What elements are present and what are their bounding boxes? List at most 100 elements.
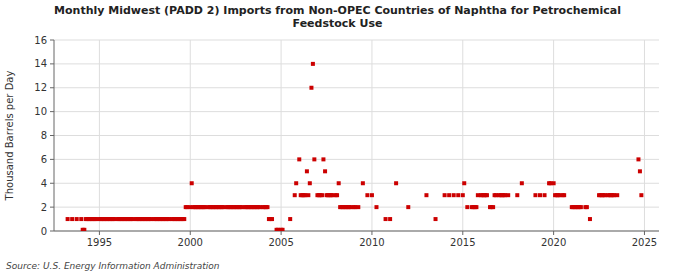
grid-line [54, 183, 659, 184]
point [452, 193, 456, 197]
point [356, 205, 360, 209]
point [308, 181, 312, 185]
tick [553, 231, 554, 235]
point [75, 217, 79, 221]
point [361, 181, 365, 185]
chart: Monthly Midwest (PADD 2) Imports from No… [0, 0, 675, 275]
grid-line [281, 40, 282, 231]
grid-line [190, 40, 191, 231]
point [288, 217, 292, 221]
tick-label: 4 [41, 178, 47, 189]
point [515, 193, 519, 197]
point [638, 169, 642, 173]
point [543, 193, 547, 197]
grid-line [54, 63, 659, 64]
point [538, 193, 542, 197]
tick-label: 2020 [541, 237, 566, 248]
tick [50, 231, 54, 232]
point [265, 205, 269, 209]
point [335, 193, 339, 197]
tick [50, 87, 54, 88]
point [456, 193, 460, 197]
point [639, 193, 643, 197]
point [79, 217, 83, 221]
title: Monthly Midwest (PADD 2) Imports from No… [54, 4, 621, 17]
point [374, 205, 378, 209]
tick [50, 40, 54, 41]
point [434, 217, 438, 221]
point [394, 181, 398, 185]
tick [462, 231, 463, 235]
tick-label: 14 [34, 58, 47, 69]
tick [50, 135, 54, 136]
tick [371, 231, 372, 235]
point [293, 193, 297, 197]
point [585, 205, 589, 209]
tick [50, 207, 54, 208]
grid-line [99, 40, 100, 231]
point [305, 169, 309, 173]
point [615, 193, 619, 197]
grid-line [553, 40, 554, 231]
grid [54, 40, 659, 231]
points [66, 62, 644, 231]
point [190, 181, 194, 185]
point [312, 157, 316, 161]
tick-label: 2015 [450, 237, 475, 248]
point [636, 157, 640, 161]
x-axis-line [54, 231, 659, 232]
point [321, 157, 325, 161]
tick [50, 159, 54, 160]
tick-label: 8 [41, 130, 47, 141]
point [281, 228, 285, 231]
grid-line [54, 87, 659, 88]
point [424, 193, 428, 197]
tick-label: 10 [34, 106, 47, 117]
tick-label: 6 [41, 154, 47, 165]
point [552, 181, 556, 185]
tick-label: 2000 [178, 237, 203, 248]
point [384, 217, 388, 221]
tick-label: 16 [34, 35, 47, 46]
tick-label: 2 [41, 202, 47, 213]
point [82, 228, 86, 231]
grid-line [54, 135, 659, 136]
point [70, 217, 74, 221]
point [320, 193, 324, 197]
point [465, 205, 469, 209]
source-note: Source: U.S. Energy Information Administ… [6, 261, 220, 271]
point [562, 193, 566, 197]
point [485, 193, 489, 197]
point [533, 193, 537, 197]
point [447, 193, 451, 197]
tick-label: 0 [41, 226, 47, 237]
tick-label: 12 [34, 82, 47, 93]
point [311, 62, 315, 66]
point [370, 193, 374, 197]
tick-label: 2025 [632, 237, 657, 248]
point [365, 193, 369, 197]
y-axis-line [54, 40, 55, 231]
grid-line [54, 40, 659, 41]
point [388, 217, 392, 221]
point [506, 193, 510, 197]
y-axis-label: Thousand Barrels per Day [4, 71, 15, 202]
tick [644, 231, 645, 235]
grid-line [644, 40, 645, 231]
point [66, 217, 70, 221]
point [520, 181, 524, 185]
point [294, 181, 298, 185]
point [461, 193, 465, 197]
point [182, 217, 186, 221]
point [443, 193, 447, 197]
tick [50, 111, 54, 112]
grid-line [54, 159, 659, 160]
point [309, 86, 313, 90]
tick [281, 231, 282, 235]
point [474, 205, 478, 209]
tick [50, 183, 54, 184]
tick-label: 1995 [87, 237, 112, 248]
tick-label: 2005 [268, 237, 293, 248]
point [491, 205, 495, 209]
point [406, 205, 410, 209]
